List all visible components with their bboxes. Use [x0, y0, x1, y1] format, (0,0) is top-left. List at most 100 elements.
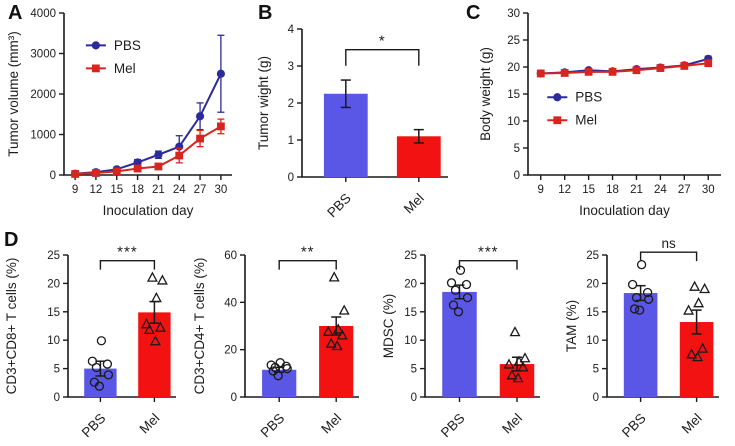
svg-text:24: 24 — [173, 184, 186, 196]
svg-text:Mel: Mel — [499, 411, 525, 437]
svg-text:15: 15 — [582, 184, 595, 196]
panel-d1: 0 5 10 15 20 25 CD3+CD8+ T cells (%) PBS Mel *** — [0, 228, 190, 446]
svg-text:0: 0 — [288, 172, 294, 184]
panel-b: B 0 1 2 3 4 Tumor wight (g) PBS Mel * — [248, 0, 458, 228]
svg-text:10: 10 — [586, 335, 599, 347]
svg-text:PBS: PBS — [575, 90, 602, 105]
svg-text:***: *** — [478, 244, 499, 261]
svg-text:30: 30 — [507, 8, 520, 20]
panel-c-letter: C — [466, 2, 481, 24]
svg-text:25: 25 — [586, 250, 599, 262]
cd8-tcells-bar-chart: 0 5 10 15 20 25 CD3+CD8+ T cells (%) PBS Mel *** — [0, 227, 190, 446]
svg-text:10: 10 — [404, 335, 417, 347]
svg-text:0: 0 — [50, 170, 56, 182]
bottom-row: D 0 5 10 15 20 25 CD3+CD8+ T cells (%) PBS Mel **… — [0, 228, 735, 446]
panel-b-letter: B — [258, 2, 273, 24]
top-row: A 0 1000 2000 3000 4000 Tumor volume (mm³) 9 12… — [0, 0, 735, 228]
panel-a: A 0 1000 2000 3000 4000 Tumor volume (mm³) 9 12… — [0, 0, 248, 228]
svg-text:2000: 2000 — [30, 89, 56, 101]
svg-text:18: 18 — [131, 184, 144, 196]
svg-text:0: 0 — [231, 392, 237, 404]
svg-text:21: 21 — [152, 184, 165, 196]
svg-text:25: 25 — [404, 250, 417, 262]
svg-text:21: 21 — [630, 184, 643, 196]
body-weight-line-chart: 0 5 10 15 20 25 30 Body weight (g) 9 12 15 18 21 24 27… — [458, 0, 735, 228]
svg-text:ns: ns — [661, 236, 676, 251]
svg-text:Body weight (g): Body weight (g) — [478, 47, 493, 141]
svg-text:CD3+CD8+ T cells (%): CD3+CD8+ T cells (%) — [4, 258, 19, 395]
svg-text:25: 25 — [507, 35, 520, 47]
panel-d2: 0 20 40 60 CD3+CD4+ T cells (%) PBS Mel ** — [190, 228, 375, 446]
svg-text:4000: 4000 — [30, 8, 56, 20]
svg-text:2: 2 — [288, 98, 294, 110]
svg-text:CD3+CD4+ T cells (%): CD3+CD4+ T cells (%) — [192, 258, 207, 395]
svg-text:Mel: Mel — [137, 411, 163, 437]
svg-text:MDSC (%): MDSC (%) — [381, 294, 396, 359]
svg-text:Inoculation day: Inoculation day — [103, 203, 194, 218]
svg-text:20: 20 — [507, 62, 520, 74]
tumor-weight-bar-chart: 0 1 2 3 4 Tumor wight (g) PBS Mel * — [248, 0, 458, 228]
svg-text:15: 15 — [47, 307, 60, 319]
svg-text:Mel: Mel — [318, 411, 344, 437]
svg-text:PBS: PBS — [114, 38, 141, 53]
svg-text:Mel: Mel — [679, 411, 705, 437]
svg-text:15: 15 — [110, 184, 123, 196]
svg-text:27: 27 — [194, 184, 207, 196]
svg-text:18: 18 — [606, 184, 619, 196]
svg-text:4: 4 — [288, 24, 295, 36]
panel-c: C 0 5 10 15 20 25 30 Body weight (g) 9 12 15 18 21 24… — [458, 0, 735, 228]
svg-text:3: 3 — [288, 61, 294, 73]
svg-text:20: 20 — [404, 278, 417, 290]
svg-text:PBS: PBS — [619, 411, 649, 441]
svg-text:Inoculation day: Inoculation day — [579, 203, 670, 218]
svg-text:5: 5 — [514, 143, 520, 155]
svg-text:0: 0 — [411, 392, 417, 404]
tam-bar-chart: 0 5 10 15 20 25 TAM (%) PBS Mel ns — [560, 227, 735, 446]
svg-text:PBS: PBS — [258, 411, 288, 441]
svg-text:**: ** — [301, 244, 315, 261]
svg-text:*: * — [379, 33, 386, 50]
svg-text:Tumor volume (mm³): Tumor volume (mm³) — [6, 31, 21, 157]
svg-text:30: 30 — [214, 184, 227, 196]
svg-text:5: 5 — [593, 364, 599, 376]
svg-text:PBS: PBS — [324, 191, 354, 221]
svg-text:5: 5 — [411, 364, 417, 376]
svg-text:20: 20 — [586, 278, 599, 290]
svg-text:0: 0 — [514, 170, 520, 182]
svg-text:24: 24 — [654, 184, 667, 196]
svg-text:30: 30 — [702, 184, 715, 196]
svg-text:9: 9 — [538, 184, 544, 196]
svg-text:Mel: Mel — [401, 191, 427, 217]
svg-text:Mel: Mel — [575, 113, 597, 128]
svg-text:12: 12 — [90, 184, 103, 196]
svg-text:5: 5 — [54, 364, 60, 376]
svg-text:1: 1 — [288, 135, 294, 147]
svg-text:PBS: PBS — [79, 411, 109, 441]
svg-text:15: 15 — [507, 89, 520, 101]
svg-text:TAM (%): TAM (%) — [564, 300, 579, 352]
svg-text:9: 9 — [72, 184, 78, 196]
svg-text:Tumor wight (g): Tumor wight (g) — [256, 56, 271, 150]
svg-text:10: 10 — [507, 116, 520, 128]
svg-text:0: 0 — [593, 392, 599, 404]
svg-text:0: 0 — [54, 392, 60, 404]
panel-d-letter: D — [4, 229, 19, 251]
svg-text:PBS: PBS — [438, 411, 468, 441]
svg-text:12: 12 — [558, 184, 571, 196]
panel-d3: 0 5 10 15 20 25 MDSC (%) PBS Mel *** — [375, 228, 560, 446]
svg-text:10: 10 — [47, 335, 60, 347]
svg-text:15: 15 — [404, 307, 417, 319]
svg-text:1000: 1000 — [30, 130, 56, 142]
svg-text:27: 27 — [678, 184, 691, 196]
svg-text:60: 60 — [224, 250, 237, 262]
tumor-volume-line-chart: 0 1000 2000 3000 4000 Tumor volume (mm³) 9 12 15… — [0, 0, 248, 228]
svg-text:3000: 3000 — [30, 49, 56, 61]
svg-text:***: *** — [117, 244, 138, 261]
panel-a-letter: A — [8, 2, 23, 24]
svg-text:25: 25 — [47, 250, 60, 262]
svg-text:20: 20 — [47, 278, 60, 290]
panel-d4: 0 5 10 15 20 25 TAM (%) PBS Mel ns — [560, 228, 735, 446]
svg-text:15: 15 — [586, 307, 599, 319]
cd4-tcells-bar-chart: 0 20 40 60 CD3+CD4+ T cells (%) PBS Mel ** — [190, 227, 375, 446]
